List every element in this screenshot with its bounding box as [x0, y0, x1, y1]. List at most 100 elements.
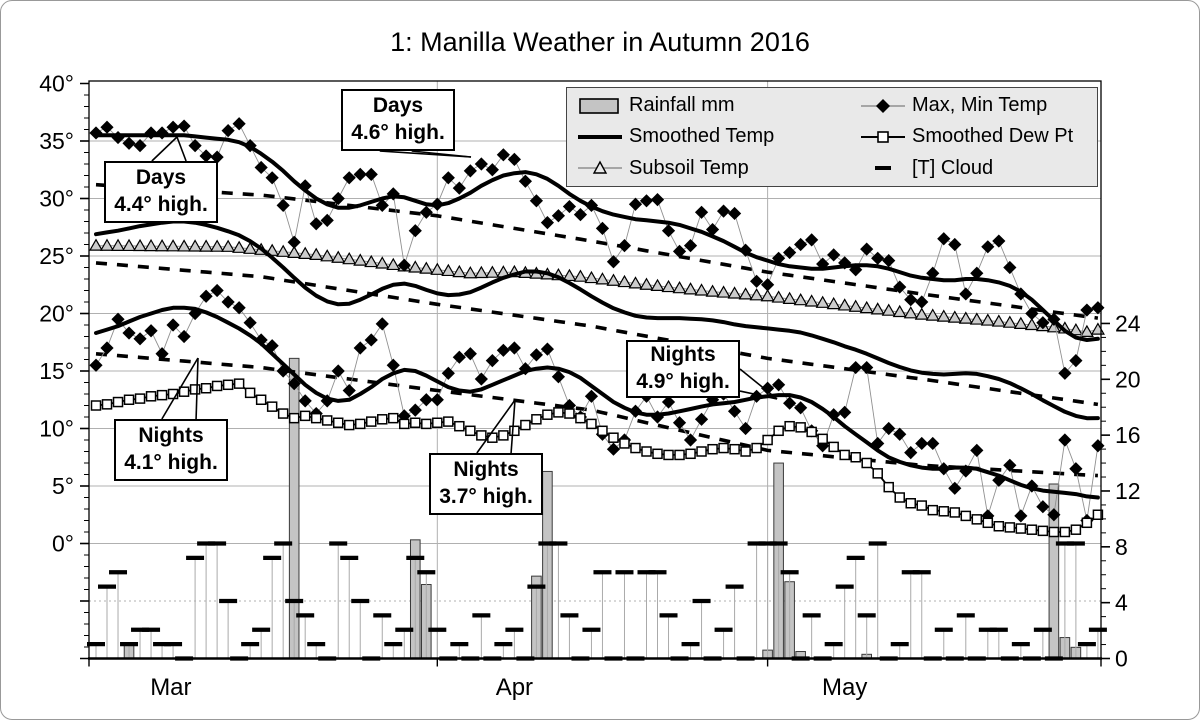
legend-label: Smoothed Dew Pt: [912, 125, 1074, 148]
temp-diamond: [992, 234, 1006, 248]
temp-diamond: [386, 358, 400, 372]
dew-pt-square: [189, 384, 201, 395]
dew-pt-square: [1048, 526, 1060, 538]
temp-diamond: [133, 139, 147, 153]
temp-diamond: [794, 401, 808, 415]
dew-pt-square: [685, 448, 696, 460]
subsoil-triangle: [99, 238, 115, 251]
temp-diamond: [177, 329, 191, 344]
dew-pt-square: [949, 507, 961, 518]
dew-pt-square: [564, 408, 575, 419]
dew-pt-square: [960, 510, 972, 522]
subsoil-triangle: [221, 239, 236, 252]
subsoil-triangle: [188, 239, 203, 252]
temp-diamond: [661, 224, 676, 238]
dew-pt-square: [277, 408, 289, 419]
temp-diamond: [441, 171, 455, 185]
temp-diamond: [827, 248, 841, 262]
callout-line2: 4.1° high.: [124, 451, 218, 474]
dew-pt-square: [377, 414, 388, 425]
subsoil-triangle: [121, 238, 137, 252]
dew-pt-square: [850, 452, 861, 463]
temp-diamond: [1025, 306, 1039, 321]
temp-diamond: [474, 372, 488, 386]
temp-diamond: [562, 199, 577, 214]
month-label: Apr: [496, 674, 533, 701]
dew-pt-square: [465, 425, 476, 437]
left-axis-tick-label: 30°: [39, 186, 74, 212]
subsoil-triangle: [1002, 315, 1017, 328]
subsoil-triangle: [133, 238, 148, 252]
subsoil-triangle: [705, 284, 720, 297]
left-axis-tick-label: 35°: [39, 128, 74, 154]
dew-pt-square: [729, 443, 740, 455]
temp-diamond: [882, 254, 896, 268]
dew-pt-square: [872, 468, 883, 479]
dew-pt-square: [222, 379, 234, 391]
dew-pt-square: [927, 504, 939, 516]
temp-diamond: [540, 216, 555, 230]
subsoil-triangle: [837, 298, 852, 311]
legend-item-smoothed-temp: Smoothed Temp: [571, 125, 854, 148]
dew-pt-square: [762, 434, 773, 446]
dew-pt-square: [993, 521, 1005, 532]
subsoil-triangle: [804, 294, 819, 307]
subsoil-triangle: [573, 269, 588, 282]
callout-nights-4-1-high: Nights 4.1° high.: [114, 419, 228, 481]
dew-pt-square: [586, 418, 597, 430]
subsoil-triangle: [441, 263, 456, 277]
temp-diamond: [100, 341, 114, 355]
callout-line2: 4.6° high.: [351, 121, 445, 144]
temp-diamond: [838, 256, 852, 270]
subsoil-triangle: [661, 279, 676, 293]
normal-temp-dashed-lines: [95, 182, 1099, 478]
subsoil-triangle: [617, 274, 632, 288]
subsoil-triangle: [760, 289, 775, 302]
temp-diamond: [926, 436, 940, 451]
temp-diamond: [661, 395, 676, 409]
subsoil-triangle: [342, 251, 357, 265]
dew-pt-square: [608, 432, 619, 443]
temp-diamond: [871, 251, 885, 265]
dew-pt-square: [288, 412, 300, 424]
dew-pt-square: [388, 412, 399, 424]
max-min-temp-marker-icon: [854, 97, 912, 115]
temp-diamond: [694, 205, 709, 219]
dew-pt-square: [839, 449, 850, 461]
dew-pt-square: [861, 457, 872, 469]
subsoil-triangle: [331, 250, 346, 263]
temp-diamond: [375, 317, 389, 331]
temp-diamond: [463, 347, 477, 361]
temp-diamond: [672, 244, 687, 258]
temp-diamond: [937, 232, 951, 246]
temp-diamond: [188, 139, 202, 153]
legend-row: Rainfall mm Max, Min Temp: [571, 94, 1093, 117]
legend-item-subsoil-temp: Subsoil Temp: [571, 157, 854, 180]
temp-diamond: [507, 152, 521, 166]
temp-diamond: [1091, 439, 1105, 453]
dew-pt-square: [343, 419, 355, 431]
subsoil-triangle: [375, 256, 390, 269]
cloud-dash-icon: [854, 159, 912, 177]
dew-pt-square: [498, 430, 509, 441]
dew-pt-square: [509, 425, 520, 437]
subsoil-temp-series: [88, 238, 1105, 337]
temp-diamond: [199, 289, 213, 303]
subsoil-triangle: [1046, 320, 1061, 333]
temp-diamond: [805, 233, 819, 247]
subsoil-triangle: [881, 303, 896, 316]
temp-diamond: [276, 198, 290, 212]
right-axis-tick-label: 8: [1115, 534, 1128, 560]
subsoil-triangle: [958, 311, 973, 324]
callout-nights-4-9-high: Nights 4.9° high.: [626, 340, 740, 398]
temp-diamond: [628, 197, 643, 211]
smoothed-dew-marker-icon: [854, 128, 912, 146]
dew-pt-square: [817, 433, 828, 445]
month-label: May: [822, 674, 867, 701]
temp-diamond: [595, 221, 610, 235]
callout-line1: Days: [372, 94, 424, 118]
legend-item-max-min-temp: Max, Min Temp: [854, 94, 1093, 117]
temp-diamond: [320, 394, 334, 408]
dew-pt-square: [266, 401, 278, 412]
dew-pt-square: [894, 492, 905, 503]
